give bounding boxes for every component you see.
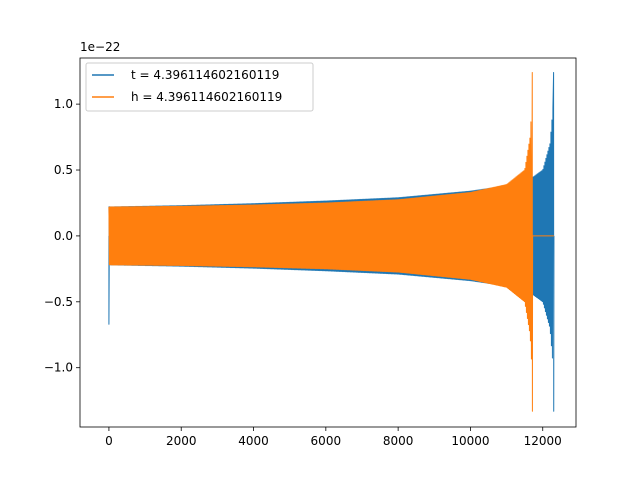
legend-frame <box>85 62 314 112</box>
plot-area <box>108 72 555 412</box>
x-tick-label: 2000 <box>166 434 197 448</box>
y-tick-label: 1.0 <box>54 97 73 111</box>
y-tick-label: 0.0 <box>54 229 73 243</box>
y-tick-label: −0.5 <box>44 295 73 309</box>
x-tick-label: 0 <box>105 434 113 448</box>
x-tick-label: 8000 <box>383 434 414 448</box>
legend-label-series-1: h = 4.396114602160119 <box>131 90 282 104</box>
legend-label-series-0: t = 4.396114602160119 <box>131 68 279 82</box>
y-tick-label: −1.0 <box>44 361 73 375</box>
legend: t = 4.396114602160119 h = 4.396114602160… <box>85 62 314 112</box>
x-tick-label: 4000 <box>238 434 269 448</box>
y-offset-label: 1e−22 <box>80 40 120 54</box>
x-tick-label: 6000 <box>311 434 342 448</box>
x-tick-label: 12000 <box>524 434 562 448</box>
x-tick-label: 10000 <box>451 434 489 448</box>
series-1-line <box>108 72 554 412</box>
y-axis: −1.0 −0.5 0.0 0.5 1.0 <box>44 97 80 375</box>
axes-frame <box>79 57 577 428</box>
series-0-line <box>108 72 555 412</box>
x-axis: 0 2000 4000 6000 8000 10000 12000 <box>105 427 562 448</box>
y-tick-label: 0.5 <box>54 163 73 177</box>
